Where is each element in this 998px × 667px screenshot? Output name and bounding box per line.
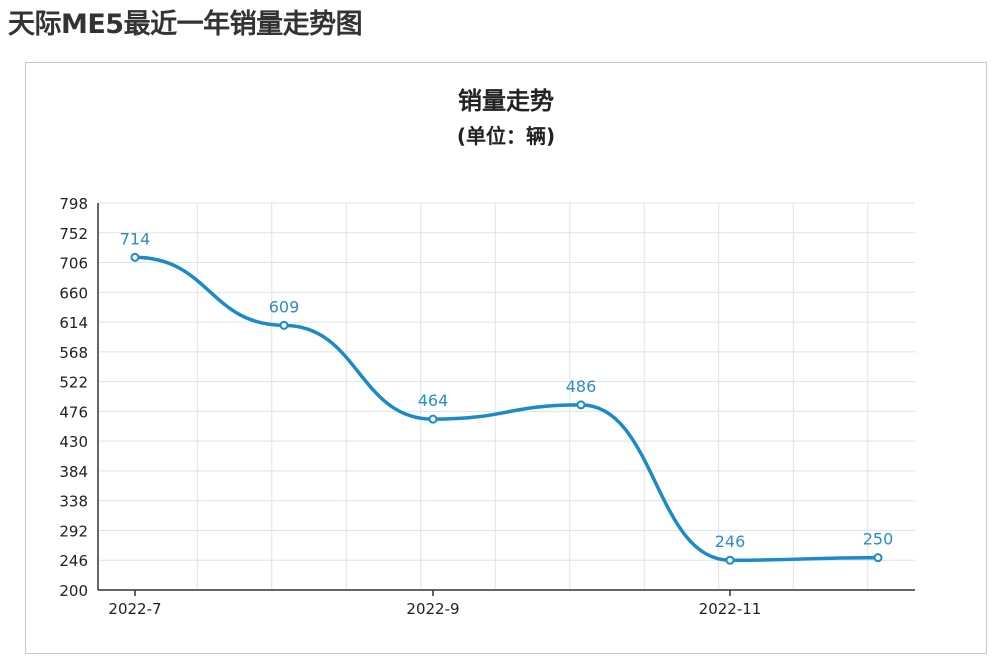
data-label: 714: [120, 229, 151, 248]
y-tick-label: 200: [59, 582, 88, 600]
chart-data-labels: 714 609 464 486 246 250: [120, 229, 894, 551]
data-point: [576, 400, 586, 410]
plot-area: [98, 203, 915, 590]
data-point: [130, 252, 140, 262]
chart-series: [130, 252, 883, 565]
y-tick-label: 706: [59, 255, 88, 273]
y-tick-label: 338: [59, 493, 88, 511]
data-label: 609: [269, 297, 300, 316]
chart-grid: [98, 202, 915, 590]
y-tick-label: 660: [59, 284, 88, 302]
y-tick-label: 522: [59, 374, 88, 392]
data-point: [428, 414, 438, 424]
data-label: 246: [715, 532, 746, 551]
x-tick-label: 2022-11: [699, 600, 762, 618]
chart-axes: 200 246 292 338 384 430 476 522 568 614 660 706 752 7…: [59, 195, 915, 618]
chart-title: 销量走势: [458, 87, 554, 115]
y-tick-label: 430: [59, 433, 88, 451]
y-tick-label: 752: [59, 225, 88, 243]
x-tick-label: 2022-7: [108, 600, 161, 618]
data-point: [279, 320, 289, 330]
y-tick-label: 614: [59, 314, 88, 332]
y-tick-label: 246: [59, 552, 88, 570]
y-tick-label: 798: [59, 195, 88, 213]
data-label: 486: [566, 377, 597, 396]
data-label: 250: [863, 530, 894, 549]
data-point: [725, 555, 735, 565]
y-tick-label: 292: [59, 522, 88, 540]
data-label: 464: [418, 391, 449, 410]
data-point: [873, 553, 883, 563]
y-tick-label: 568: [59, 344, 88, 362]
page-heading: 天际ME5最近一年销量走势图: [8, 9, 363, 40]
chart-subtitle: (单位：辆): [456, 124, 556, 148]
x-tick-label: 2022-9: [406, 600, 459, 618]
y-tick-label: 476: [59, 403, 88, 421]
y-tick-label: 384: [59, 463, 88, 481]
